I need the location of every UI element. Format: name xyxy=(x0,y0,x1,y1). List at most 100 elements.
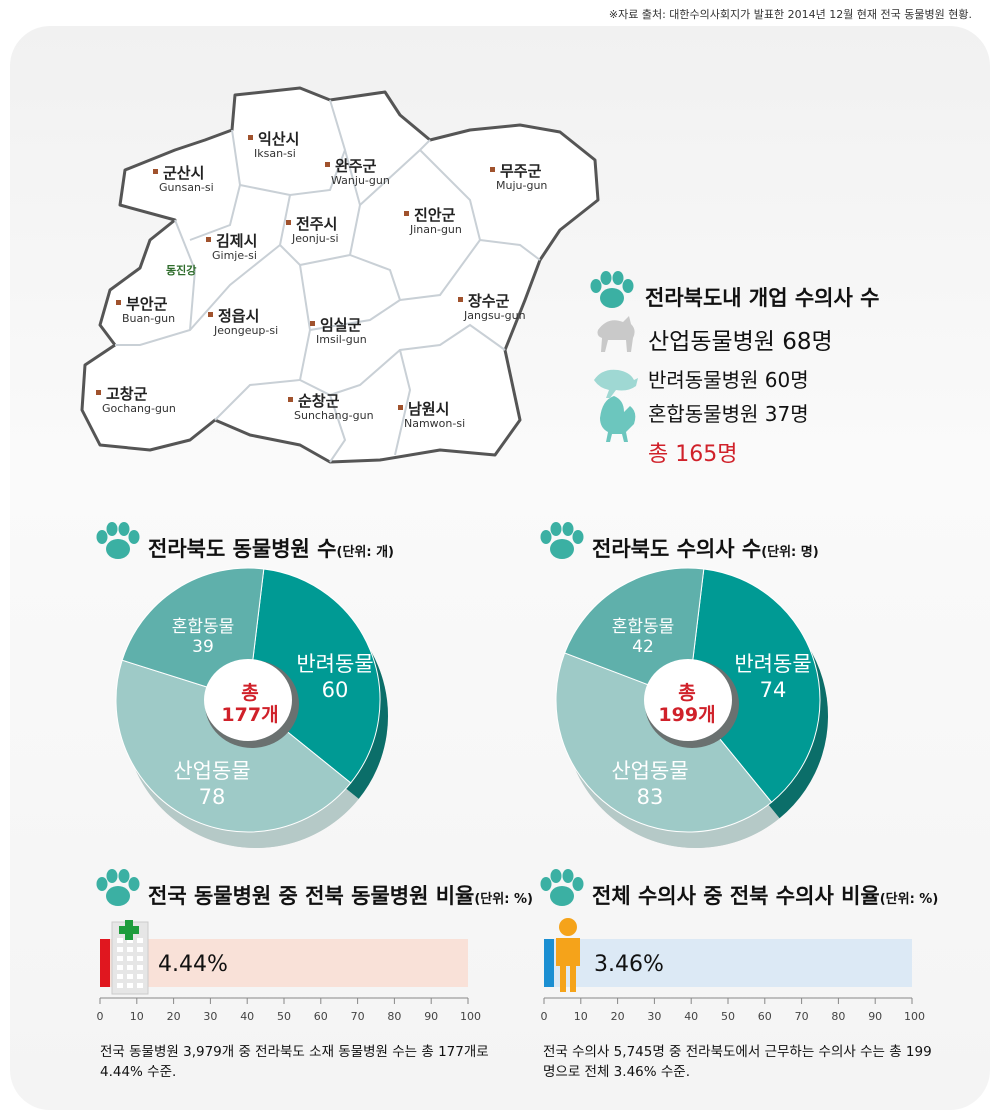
bar2-tick-label: 10 xyxy=(573,1010,588,1023)
bar1-description: 전국 동물병원 3,979개 중 전라북도 소재 동물병원 수는 총 177개로… xyxy=(100,1044,489,1080)
paw-icon xyxy=(96,869,140,906)
bar1-heading: 전국 동물병원 중 전북 동물병원 비율(단위: %) xyxy=(148,880,533,910)
map-marker-icon xyxy=(153,169,158,174)
pie2-mixed-label: 혼합동물 42 xyxy=(608,612,678,657)
hospital-cross-icon xyxy=(119,926,139,934)
map-region-name: 완주군 xyxy=(335,157,377,175)
bar1-tick-label: 0 xyxy=(96,1010,104,1023)
pie1-center-line1: 총 xyxy=(241,682,259,704)
hospital-window xyxy=(137,938,143,943)
map-marker-icon xyxy=(248,135,253,140)
pie1-industrial-value: 78 xyxy=(198,785,226,809)
map-region-en: Jeonju-si xyxy=(292,232,339,245)
paw-icon xyxy=(590,271,634,308)
bar1-tick-label: 40 xyxy=(240,1010,255,1023)
map-region-name: 군산시 xyxy=(163,164,205,182)
map-marker-icon xyxy=(116,300,121,305)
pie1-center-line2: 177개 xyxy=(221,704,279,726)
cat-icon xyxy=(597,316,635,352)
pie1-title: 전라북도 동물병원 수 xyxy=(148,537,337,561)
pie1-slice-companion xyxy=(247,568,381,784)
hospital-window xyxy=(137,965,143,970)
bar1-title: 전국 동물병원 중 전북 동물병원 비율 xyxy=(148,884,475,908)
map-region-en: Wanju-gun xyxy=(331,174,390,187)
bar1-unit: (단위: %) xyxy=(474,892,533,907)
map-region-name: 순창군 xyxy=(298,392,340,410)
hospital-window xyxy=(117,938,123,943)
hospital-window xyxy=(127,938,133,943)
bar1-tick-label: 20 xyxy=(166,1010,181,1023)
bar1-fill xyxy=(100,939,110,987)
bar2-tick-label: 0 xyxy=(540,1010,548,1023)
bar1-tick-label: 60 xyxy=(313,1010,328,1023)
paw-icon xyxy=(540,522,584,559)
bar2-tick-label: 70 xyxy=(794,1010,809,1023)
hospital-window xyxy=(137,983,143,988)
map-marker-icon xyxy=(286,220,291,225)
map-marker-icon xyxy=(398,405,403,410)
map-region-en: Jangsu-gun xyxy=(464,309,526,322)
map-region-en: Jeongeup-si xyxy=(214,324,279,337)
map-marker-icon xyxy=(206,237,211,242)
map-region-en: Muju-gun xyxy=(496,179,548,192)
bar1-track xyxy=(100,939,468,987)
pie2-slice-industrial xyxy=(555,652,773,833)
legend-mixed: 혼합동물병원 37명 xyxy=(648,402,809,426)
hospital-window xyxy=(127,947,133,952)
hospital-window xyxy=(117,947,123,952)
map-region-name: 부안군 xyxy=(126,295,168,313)
pie2-title: 전라북도 수의사 수 xyxy=(592,537,762,561)
bar2-tick-label: 80 xyxy=(831,1010,846,1023)
pie2-companion-label: 반려동물 74 xyxy=(728,648,818,702)
map-region-en: Iksan-si xyxy=(254,147,296,160)
pie2-heading: 전라북도 수의사 수(단위: 명) xyxy=(592,533,819,563)
bar1-tick-label: 30 xyxy=(203,1010,218,1023)
bar1-tick-label: 50 xyxy=(277,1010,291,1023)
pie2-center-total: 총 199개 xyxy=(652,682,722,726)
hospital-window xyxy=(137,947,143,952)
map-region-name: 남원시 xyxy=(408,400,450,418)
map-region-name: 임실군 xyxy=(320,316,362,334)
pie2-industrial-name: 산업동물 xyxy=(611,759,689,783)
bar1-tick-label: 100 xyxy=(460,1010,481,1023)
map-marker-icon xyxy=(310,321,315,326)
bar2-tick-label: 40 xyxy=(684,1010,699,1023)
mixed-animal-icon xyxy=(600,396,636,442)
paw-icon xyxy=(96,522,140,559)
hospital-window xyxy=(127,965,133,970)
map-region-name: 정읍시 xyxy=(218,307,260,325)
bar2-title: 전체 수의사 중 전북 수의사 비율 xyxy=(592,884,880,908)
map-region-name: 무주군 xyxy=(500,162,542,180)
bar2-track xyxy=(544,939,912,987)
bar1-value-label: 4.44% xyxy=(158,952,228,977)
pet-icon xyxy=(594,369,638,398)
hospital-window xyxy=(127,956,133,961)
map-marker-icon xyxy=(404,211,409,216)
pie2-slice-companion xyxy=(687,568,821,803)
person-icon-head xyxy=(559,918,577,936)
map-region-en: Imsil-gun xyxy=(316,333,367,346)
bar2-tick-label: 60 xyxy=(757,1010,772,1023)
pie2-unit: (단위: 명) xyxy=(761,545,819,560)
hospital-window xyxy=(117,983,123,988)
hospital-window xyxy=(127,974,133,979)
pie1-companion-name: 반려동물 xyxy=(296,652,374,676)
hospital-window xyxy=(137,956,143,961)
map-marker-icon xyxy=(458,297,463,302)
pie1-hole xyxy=(204,659,292,741)
pie1-mixed-value: 39 xyxy=(192,637,214,657)
map-region-en: Gimje-si xyxy=(212,249,257,262)
pie1-industrial-label: 산업동물 78 xyxy=(162,755,262,809)
hospital-window xyxy=(137,974,143,979)
pie2-industrial-label: 산업동물 83 xyxy=(600,755,700,809)
pie1-companion-label: 반려동물 60 xyxy=(290,648,380,702)
map-region-name: 전주시 xyxy=(296,215,338,233)
hospital-window xyxy=(127,983,133,988)
paw-icon xyxy=(540,869,584,906)
hospital-window xyxy=(117,956,123,961)
map-region-name: 김제시 xyxy=(216,232,258,250)
pie2-center-line2: 199개 xyxy=(658,704,716,726)
pie2-mixed-name: 혼합동물 xyxy=(611,617,675,637)
pie1-industrial-name: 산업동물 xyxy=(173,759,251,783)
